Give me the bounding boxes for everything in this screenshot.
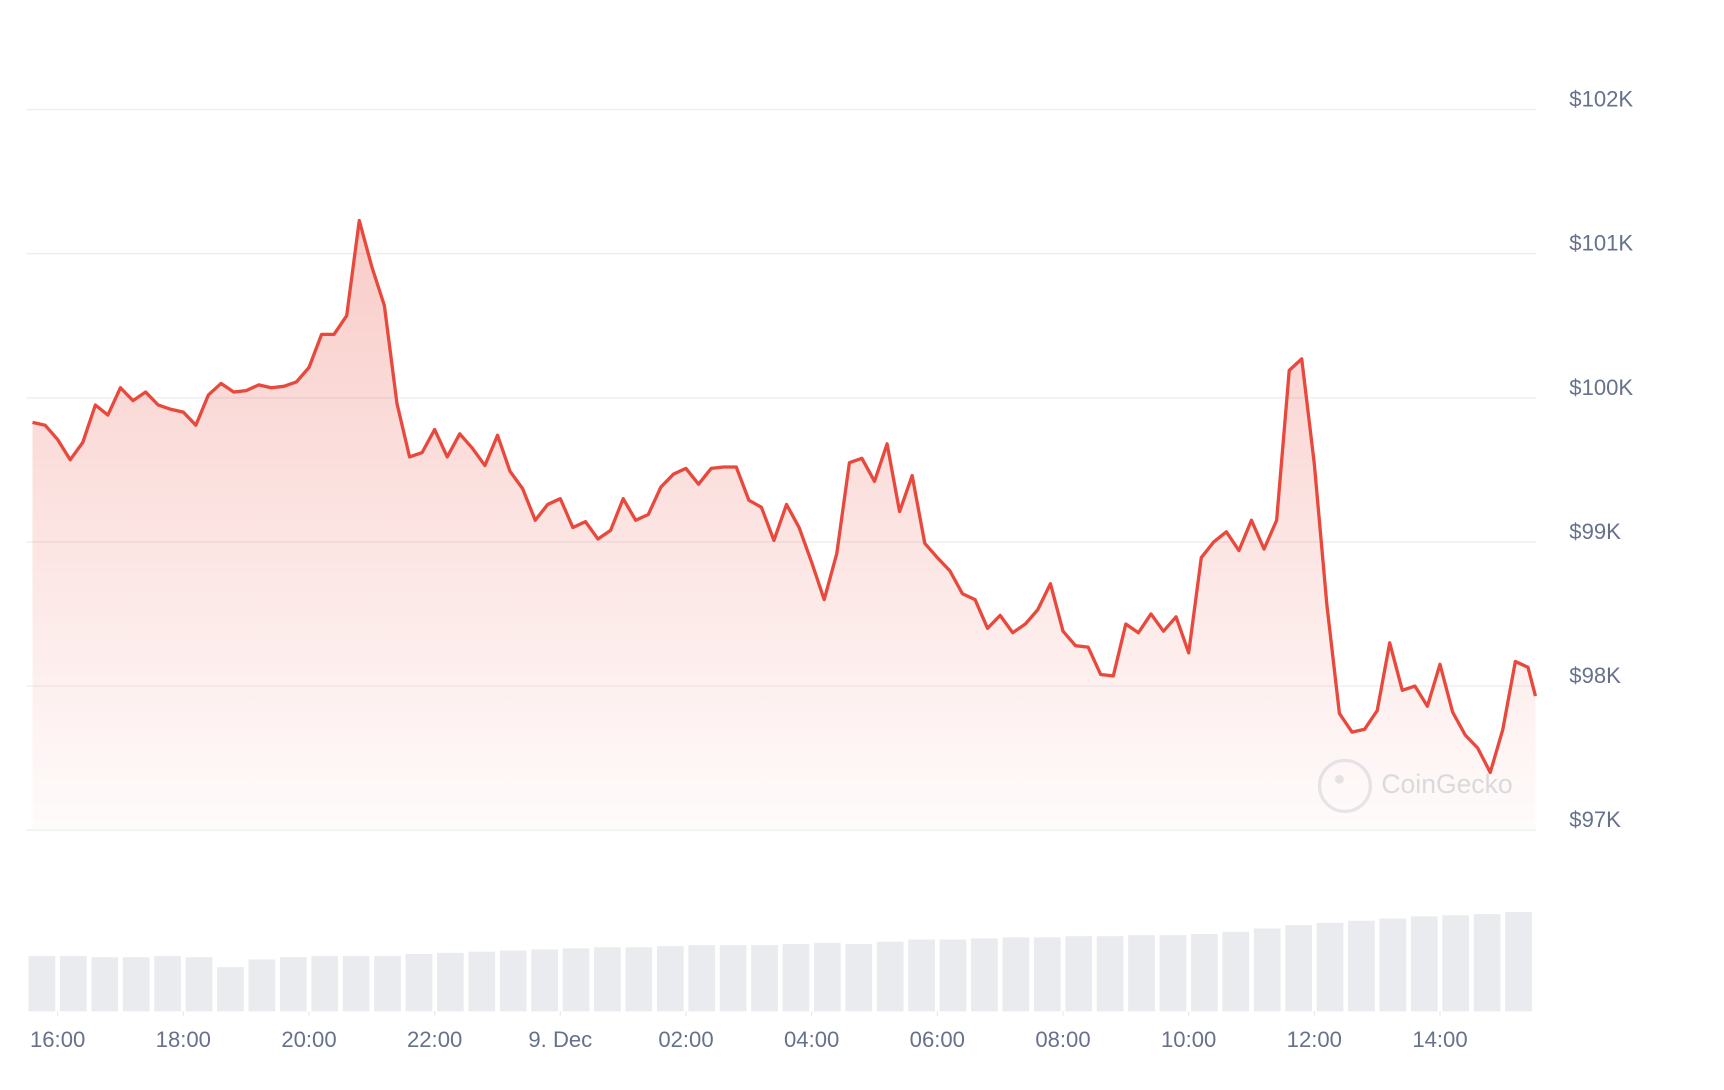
area-fill	[32, 220, 1536, 831]
volume-bar	[845, 943, 873, 1012]
y-tick-label: $100K	[1569, 375, 1633, 400]
volume-bar	[625, 947, 653, 1012]
volume-bar	[531, 949, 558, 1012]
volume-bar	[908, 939, 935, 1012]
volume-bars	[28, 911, 1532, 1012]
volume-bar	[719, 945, 747, 1012]
volume-bar	[1473, 914, 1501, 1012]
volume-bar	[594, 947, 621, 1012]
x-tick-label: 16:00	[30, 1027, 85, 1052]
volume-bar	[1505, 911, 1532, 1012]
y-tick-label: $97K	[1569, 807, 1621, 832]
volume-bar	[436, 952, 464, 1012]
volume-bar	[656, 946, 684, 1012]
volume-bar	[562, 948, 590, 1012]
y-tick-label: $102K	[1569, 87, 1633, 112]
volume-bar	[1379, 918, 1407, 1012]
watermark-text: CoinGecko	[1381, 769, 1512, 799]
volume-bar	[688, 945, 716, 1012]
x-tick-label: 06:00	[910, 1027, 965, 1052]
volume-bar	[1285, 925, 1312, 1012]
volume-bar	[28, 956, 56, 1012]
y-tick-label: $99K	[1569, 519, 1621, 544]
x-tick-label: 08:00	[1035, 1027, 1090, 1052]
volume-bar	[1128, 935, 1155, 1012]
volume-bar	[499, 950, 527, 1012]
plot	[32, 218, 1538, 831]
volume-bar	[374, 956, 401, 1012]
volume-bar	[751, 945, 778, 1012]
volume-bar	[876, 941, 904, 1012]
labels: $97K $98K $99K $100K $101K $102K 16:00 18:00 20:…	[30, 87, 1633, 1052]
x-tick-label: 14:00	[1412, 1027, 1467, 1052]
volume-bar	[1442, 915, 1470, 1012]
y-tick-label: $101K	[1569, 231, 1633, 256]
x-tick-label: 22:00	[407, 1027, 462, 1052]
volume-bar	[1191, 934, 1218, 1012]
x-tick-label: 20:00	[281, 1027, 336, 1052]
volume-bar	[782, 943, 810, 1012]
volume-bar	[1348, 920, 1375, 1012]
x-tick-label: 04:00	[784, 1027, 839, 1052]
volume-bar	[1096, 936, 1124, 1012]
volume-bar	[971, 938, 998, 1012]
volume-bar	[154, 956, 181, 1012]
x-tick-label: 12:00	[1287, 1027, 1342, 1052]
volume-bar	[1159, 935, 1187, 1012]
volume-bar	[1033, 937, 1061, 1012]
volume-bar	[1316, 922, 1344, 1012]
volume-bar	[468, 951, 496, 1012]
volume-bar	[59, 956, 87, 1012]
volume-bar	[405, 953, 433, 1012]
volume-bar	[279, 957, 307, 1012]
volume-bar	[1222, 931, 1250, 1012]
x-tick-label: 02:00	[658, 1027, 713, 1052]
volume-bar	[1002, 937, 1030, 1012]
y-tick-label: $98K	[1569, 663, 1621, 688]
volume-bar	[185, 957, 213, 1012]
watermark: CoinGecko	[1317, 758, 1513, 813]
volume-bar	[217, 967, 244, 1012]
x-tick-label: 9. Dec	[528, 1027, 592, 1052]
volume-bar	[311, 956, 339, 1012]
volume-bar	[939, 939, 967, 1012]
x-tick-label: 18:00	[156, 1027, 211, 1052]
volume-bar	[342, 956, 370, 1012]
volume-bar	[248, 959, 276, 1012]
volume-bar	[1253, 928, 1281, 1012]
volume-bar	[814, 942, 841, 1012]
volume-bar	[91, 957, 119, 1012]
x-tick-label: 10:00	[1161, 1027, 1216, 1052]
volume-bar	[122, 957, 150, 1012]
volume-bar	[1410, 916, 1438, 1012]
price-line	[32, 218, 1538, 775]
volume-bar	[1065, 936, 1093, 1012]
